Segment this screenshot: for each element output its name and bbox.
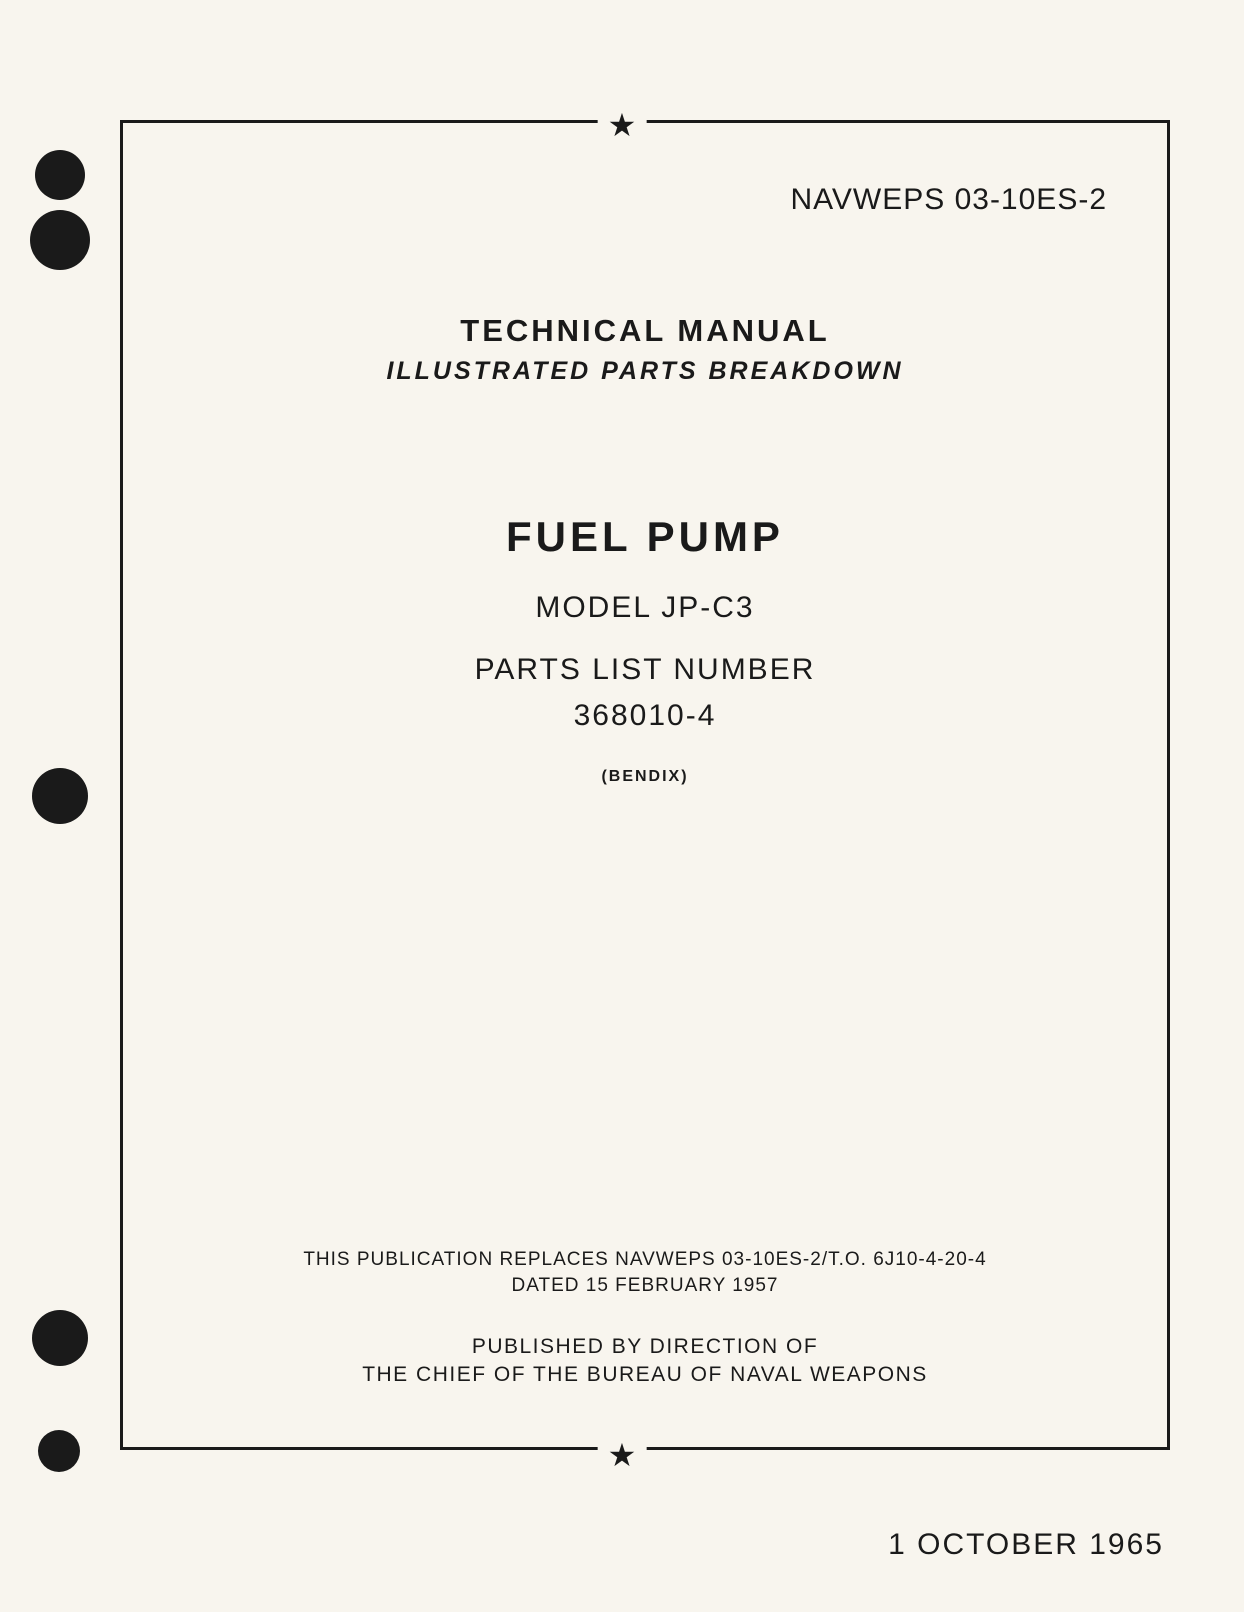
main-title-block: FUEL PUMP MODEL JP-C3 PARTS LIST NUMBER … [123, 513, 1167, 786]
punch-hole [35, 150, 85, 200]
dated-text: DATED 15 FEBRUARY 1957 [123, 1275, 1167, 1297]
star-decoration-bottom: ★ [598, 1436, 647, 1474]
heading-block: TECHNICAL MANUAL ILLUSTRATED PARTS BREAK… [123, 313, 1167, 386]
technical-manual-heading: TECHNICAL MANUAL [123, 313, 1167, 349]
punch-hole [32, 768, 88, 824]
parts-list-number: 368010-4 [123, 699, 1167, 733]
replaces-text: THIS PUBLICATION REPLACES NAVWEPS 03-10E… [123, 1249, 1167, 1271]
content-frame: NAVWEPS 03-10ES-2 TECHNICAL MANUAL ILLUS… [120, 120, 1170, 1450]
punch-hole [38, 1430, 80, 1472]
publication-date: 1 OCTOBER 1965 [888, 1528, 1164, 1562]
footer-block: THIS PUBLICATION REPLACES NAVWEPS 03-10E… [123, 1249, 1167, 1387]
punch-hole [32, 1310, 88, 1366]
manufacturer: (BENDIX) [123, 768, 1167, 786]
document-page: ★ ★ NAVWEPS 03-10ES-2 TECHNICAL MANUAL I… [0, 0, 1244, 1612]
parts-list-label: PARTS LIST NUMBER [123, 653, 1167, 687]
published-by-text: PUBLISHED BY DIRECTION OF [123, 1335, 1167, 1359]
chief-text: THE CHIEF OF THE BUREAU OF NAVAL WEAPONS [123, 1363, 1167, 1387]
fuel-pump-title: FUEL PUMP [123, 513, 1167, 561]
subtitle-heading: ILLUSTRATED PARTS BREAKDOWN [123, 357, 1167, 386]
document-number: NAVWEPS 03-10ES-2 [790, 183, 1107, 217]
model-line: MODEL JP-C3 [123, 591, 1167, 625]
punch-hole [30, 210, 90, 270]
star-decoration-top: ★ [598, 106, 647, 144]
